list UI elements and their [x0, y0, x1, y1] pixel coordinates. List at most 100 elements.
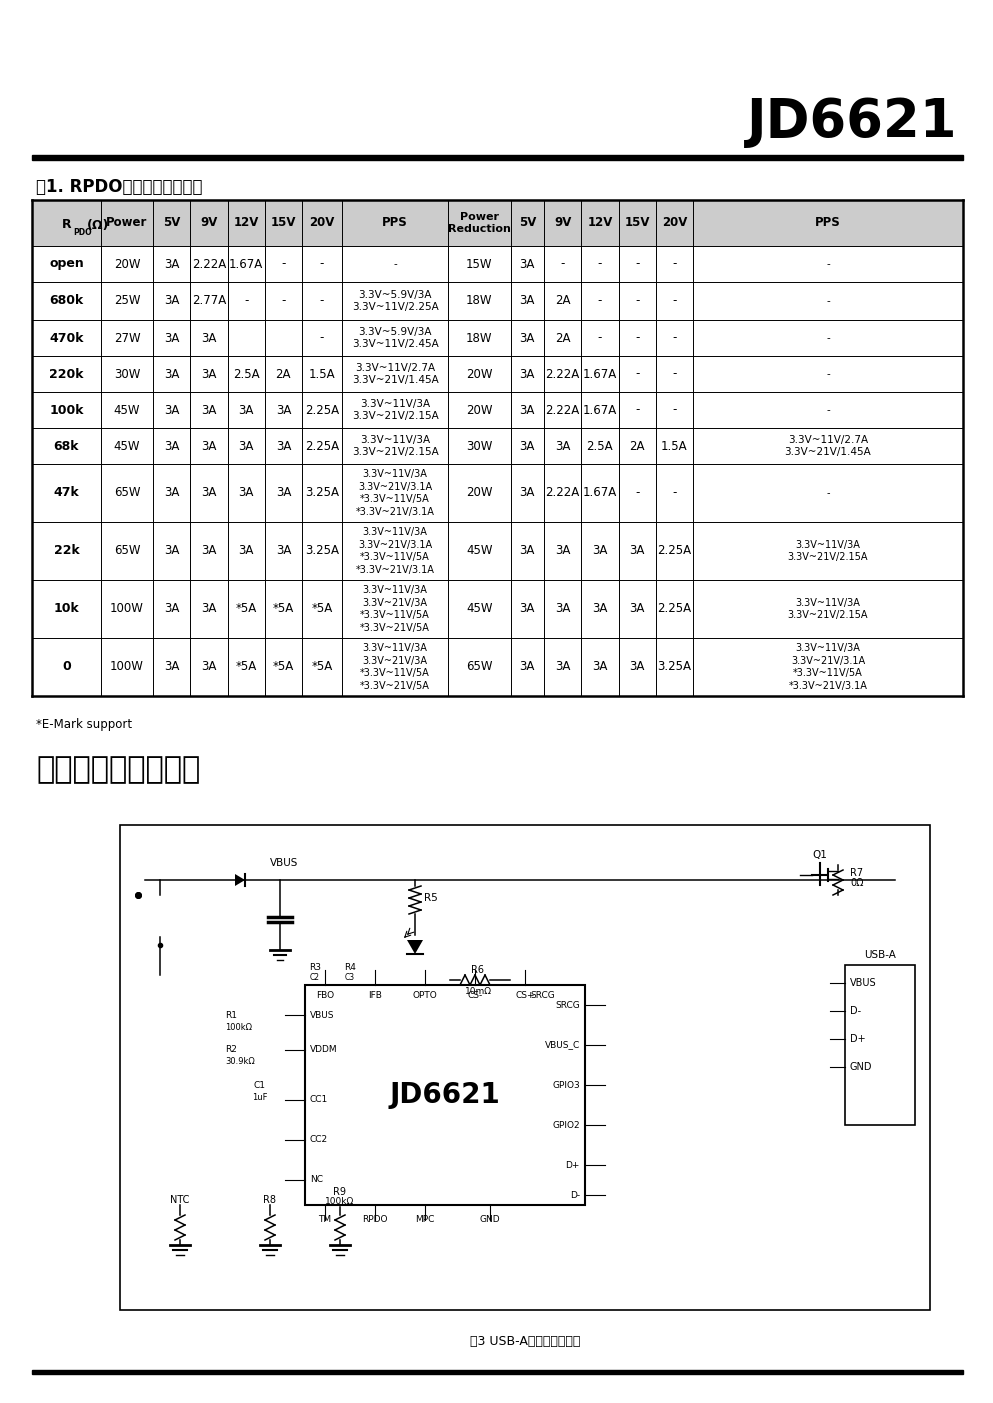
Text: GPIO3: GPIO3 [552, 1080, 580, 1090]
Text: 2.25A: 2.25A [657, 544, 691, 557]
Text: R9: R9 [334, 1187, 347, 1197]
Text: -: - [826, 296, 830, 306]
Text: GPIO2: GPIO2 [552, 1121, 580, 1129]
Text: 30W: 30W [114, 368, 140, 380]
Text: 3A: 3A [630, 661, 644, 673]
Text: 9V: 9V [554, 216, 571, 230]
Text: 典型应用电路（续）: 典型应用电路（续） [36, 755, 201, 784]
Text: -: - [826, 333, 830, 342]
Bar [32, 282, 963, 320]
Text: 图3 USB-A连接器应用电路: 图3 USB-A连接器应用电路 [470, 1336, 580, 1348]
Text: NC: NC [310, 1176, 323, 1184]
Text: -: - [598, 331, 602, 345]
Text: 1.5A: 1.5A [309, 368, 336, 380]
Text: -: - [320, 331, 324, 345]
Text: 2.77A: 2.77A [192, 295, 226, 307]
Text: 9V: 9V [201, 216, 217, 230]
Text: VDDM: VDDM [310, 1045, 338, 1055]
Bar [32, 320, 963, 356]
Text: -: - [635, 368, 639, 380]
Bar [32, 201, 963, 246]
Text: -: - [635, 295, 639, 307]
Text: 25W: 25W [114, 295, 140, 307]
Text: 3A: 3A [276, 487, 291, 499]
Text: SRCG: SRCG [530, 991, 555, 999]
Text: -: - [635, 331, 639, 345]
Text: 30W: 30W [466, 439, 493, 453]
Text: 3A: 3A [164, 544, 180, 557]
Text: -: - [826, 260, 830, 269]
Text: *5A: *5A [312, 602, 333, 616]
Text: 100k: 100k [50, 404, 83, 417]
Polygon shape [407, 940, 423, 954]
Bar [32, 356, 963, 391]
Text: 1uF: 1uF [252, 1093, 268, 1101]
Text: 45W: 45W [114, 404, 140, 417]
Text: 3.3V~11V/3A
3.3V~21V/3.1A
*3.3V~11V/5A
*3.3V~21V/3.1A: 3.3V~11V/3A 3.3V~21V/3.1A *3.3V~11V/5A *… [355, 528, 435, 575]
Text: 22k: 22k [54, 544, 79, 557]
Text: D+: D+ [850, 1034, 866, 1044]
Text: 100kΩ: 100kΩ [326, 1198, 355, 1207]
Bar [32, 522, 963, 579]
Text: 3.3V~11V/2.7A
3.3V~21V/1.45A: 3.3V~11V/2.7A 3.3V~21V/1.45A [352, 363, 439, 386]
Text: 3.3V~11V/3A
3.3V~21V/3A
*3.3V~11V/5A
*3.3V~21V/5A: 3.3V~11V/3A 3.3V~21V/3A *3.3V~11V/5A *3.… [360, 585, 430, 633]
Text: 3A: 3A [519, 258, 535, 271]
Text: R4: R4 [344, 962, 355, 971]
Text: 470k: 470k [50, 331, 83, 345]
Text: R: R [62, 219, 71, 231]
Text: 18W: 18W [466, 331, 493, 345]
Text: NTC: NTC [171, 1195, 190, 1205]
Text: 3.3V~11V/3A
3.3V~21V/2.15A: 3.3V~11V/3A 3.3V~21V/2.15A [787, 598, 868, 620]
Text: 3A: 3A [164, 404, 180, 417]
Text: 20W: 20W [466, 404, 493, 417]
Text: 3A: 3A [202, 331, 216, 345]
Bar [32, 246, 963, 282]
Text: 3A: 3A [202, 544, 216, 557]
Text: 12V: 12V [587, 216, 613, 230]
Text: 20V: 20V [309, 216, 335, 230]
Text: *5A: *5A [235, 602, 257, 616]
Bar [305, 985, 585, 1205]
Bar [120, 825, 930, 1310]
Text: -: - [244, 295, 248, 307]
Text: 3.3V~5.9V/3A
3.3V~11V/2.25A: 3.3V~5.9V/3A 3.3V~11V/2.25A [352, 290, 439, 313]
Text: TM: TM [319, 1215, 332, 1225]
Bar [32, 391, 963, 428]
Text: OPTO: OPTO [413, 991, 437, 999]
Text: 3A: 3A [238, 487, 254, 499]
Text: 12V: 12V [233, 216, 259, 230]
Text: 3A: 3A [202, 602, 216, 616]
Text: R5: R5 [424, 892, 438, 904]
Text: -: - [826, 369, 830, 379]
Text: 3.3V~11V/3A
3.3V~21V/3A
*3.3V~11V/5A
*3.3V~21V/5A: 3.3V~11V/3A 3.3V~21V/3A *3.3V~11V/5A *3.… [360, 644, 430, 690]
Text: 15V: 15V [271, 216, 296, 230]
Text: 20W: 20W [466, 368, 493, 380]
Text: 2A: 2A [276, 368, 291, 380]
Text: 3.3V~11V/3A
3.3V~21V/3.1A
*3.3V~11V/5A
*3.3V~21V/3.1A: 3.3V~11V/3A 3.3V~21V/3.1A *3.3V~11V/5A *… [355, 470, 435, 516]
Text: -: - [598, 258, 602, 271]
Text: 2.25A: 2.25A [305, 404, 339, 417]
Text: -: - [320, 295, 324, 307]
Text: 3A: 3A [238, 404, 254, 417]
Text: -: - [672, 404, 676, 417]
Text: PDO: PDO [73, 229, 92, 237]
Text: C3: C3 [345, 972, 355, 982]
Text: 3A: 3A [164, 295, 180, 307]
Text: CC1: CC1 [310, 1096, 329, 1104]
Text: GND: GND [480, 1215, 500, 1225]
Bar [32, 638, 963, 696]
Text: Power: Power [106, 216, 148, 230]
Text: open: open [49, 258, 83, 271]
Text: 1.67A: 1.67A [583, 487, 617, 499]
Text: 1.67A: 1.67A [583, 368, 617, 380]
Text: SRCG: SRCG [555, 1000, 580, 1010]
Text: -: - [672, 368, 676, 380]
Text: 2.25A: 2.25A [305, 439, 339, 453]
Text: -: - [672, 487, 676, 499]
Text: -: - [826, 405, 830, 415]
Text: 3A: 3A [519, 487, 535, 499]
Text: 20V: 20V [661, 216, 687, 230]
Text: 3A: 3A [592, 544, 608, 557]
Text: 45W: 45W [466, 544, 493, 557]
Text: 3A: 3A [555, 602, 570, 616]
